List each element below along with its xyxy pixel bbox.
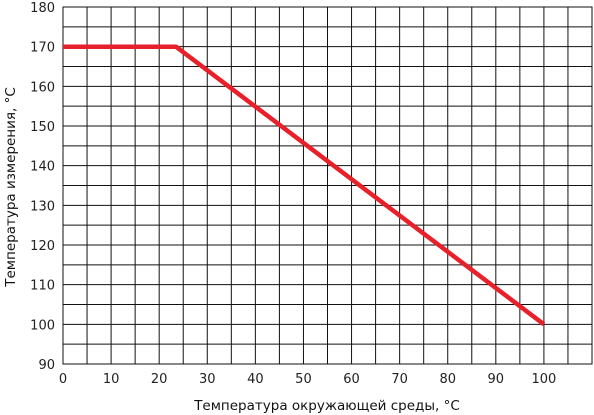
y-tick-labels: 90 100 110 120 130 140 150 160 170 180 — [30, 1, 55, 373]
x-tick-label: 60 — [343, 372, 360, 387]
x-tick-label: 0 — [59, 372, 67, 387]
x-tick-label: 70 — [391, 372, 408, 387]
x-tick-label: 80 — [439, 372, 456, 387]
y-tick-label: 110 — [30, 279, 55, 294]
y-axis-label: Температура измерения, °C — [3, 87, 19, 288]
series-layer — [63, 44, 546, 327]
y-tick-label: 100 — [30, 318, 55, 333]
y-tick-label: 120 — [30, 239, 55, 254]
x-tick-label: 30 — [199, 372, 216, 387]
x-tick-label: 90 — [488, 372, 505, 387]
series-line — [63, 44, 546, 327]
grid — [62, 6, 593, 365]
y-tick-label: 130 — [30, 199, 55, 214]
y-tick-label: 150 — [30, 120, 55, 135]
y-tick-label: 90 — [38, 358, 55, 373]
x-tick-labels: 0 10 20 30 40 50 60 70 80 90 100 — [59, 372, 556, 387]
x-tick-label: 40 — [247, 372, 264, 387]
x-axis-label: Температура окружающей среды, °C — [193, 398, 460, 414]
x-tick-label: 100 — [531, 372, 556, 387]
y-tick-label: 160 — [30, 80, 55, 95]
y-tick-label: 140 — [30, 160, 55, 175]
y-tick-label: 180 — [30, 1, 55, 16]
x-tick-label: 50 — [295, 372, 312, 387]
y-tick-label: 170 — [30, 41, 55, 56]
plot-frame — [62, 6, 593, 365]
x-tick-label: 10 — [103, 372, 120, 387]
x-tick-label: 20 — [151, 372, 168, 387]
